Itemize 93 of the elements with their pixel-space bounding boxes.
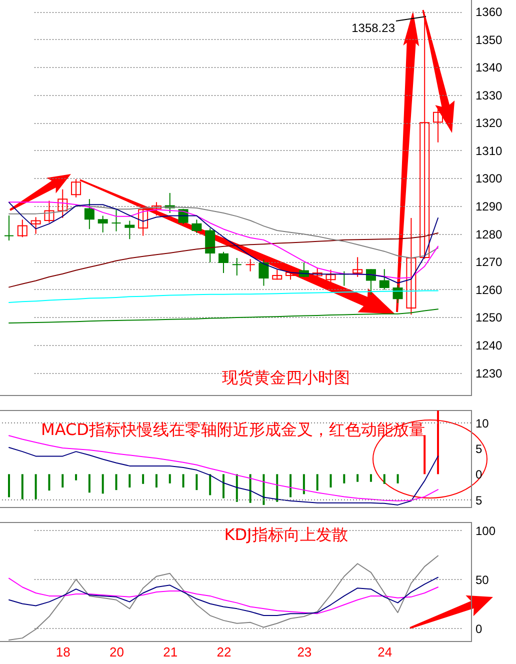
annotation: KDJ指标向上发散 <box>224 525 348 544</box>
line-series <box>8 308 438 324</box>
bar <box>276 474 278 502</box>
candlestick <box>205 228 216 263</box>
candlestick <box>392 284 403 304</box>
candlestick <box>4 214 14 241</box>
y-tick-label: 1300 <box>476 172 503 186</box>
bar <box>168 474 171 484</box>
candlestick <box>98 215 108 233</box>
bar <box>424 435 426 474</box>
candlestick <box>218 251 228 274</box>
candlestick <box>232 258 242 276</box>
candlestick <box>406 217 416 316</box>
bar <box>128 474 131 488</box>
candlestick <box>111 209 122 232</box>
bar <box>34 474 37 500</box>
bar <box>102 474 104 494</box>
y-tick-label: 5 <box>476 493 482 508</box>
bar <box>155 474 158 488</box>
candlestick <box>17 219 28 238</box>
annotation: 现货黄金四小时图 <box>222 368 350 387</box>
y-tick-label: 1260 <box>476 282 503 297</box>
bar <box>302 474 305 494</box>
y-tick-label: 1310 <box>476 144 503 158</box>
candlestick <box>366 268 376 296</box>
bar <box>437 410 439 474</box>
bar <box>249 474 252 503</box>
y-tick-label: 1350 <box>476 32 503 47</box>
y-tick-label: 1330 <box>476 88 503 102</box>
candlestick <box>379 268 390 290</box>
candlestick <box>258 259 269 286</box>
bar <box>182 474 184 488</box>
y-tick-label: 1280 <box>476 227 503 242</box>
bar <box>356 474 359 482</box>
x-tick-label: 21 <box>163 644 178 660</box>
bar <box>343 474 346 484</box>
x-tick-label: 23 <box>297 644 312 660</box>
x-tick-label: 20 <box>110 644 124 660</box>
bar <box>316 474 318 491</box>
candlestick <box>58 188 68 218</box>
y-tick-label: 5 <box>476 442 482 456</box>
bar <box>209 474 212 496</box>
bar <box>8 474 10 498</box>
bar <box>222 474 224 498</box>
y-tick-label: 1360 <box>476 5 503 20</box>
bar <box>396 474 399 484</box>
y-tick-label: 0 <box>476 622 482 636</box>
candlestick <box>84 198 94 230</box>
candlestick <box>44 200 54 224</box>
bar <box>370 474 372 482</box>
candlestick <box>352 256 363 278</box>
bar <box>330 474 332 488</box>
bar <box>88 474 90 493</box>
annotation: 1358.23 <box>352 21 396 35</box>
y-tick-label: 10 <box>476 416 490 430</box>
bar <box>290 474 292 498</box>
y-tick-label: 1240 <box>476 338 503 352</box>
x-tick-label: 22 <box>216 644 232 660</box>
x-tick-label: 24 <box>378 644 392 660</box>
candlestick <box>151 202 162 216</box>
candlestick <box>312 268 322 279</box>
annotation: MACD指标快慢线在零轴附近形成金叉，红色动能放量 <box>41 420 425 439</box>
bar <box>196 474 198 490</box>
y-tick-label: 50 <box>476 572 490 587</box>
bar <box>115 474 118 490</box>
candlestick <box>138 205 148 236</box>
bar <box>62 474 64 488</box>
candlestick <box>245 258 256 272</box>
y-tick-label: 1270 <box>476 255 503 270</box>
bar <box>75 474 78 480</box>
y-tick-label: 1320 <box>476 116 503 130</box>
line-series <box>8 446 438 506</box>
candlestick <box>272 269 282 280</box>
y-tick-label: 1250 <box>476 310 503 325</box>
bar <box>48 474 50 491</box>
y-tick-label: 1230 <box>476 366 503 380</box>
x-tick-label: 18 <box>56 644 70 660</box>
y-tick-label: 0 <box>476 468 482 482</box>
bar <box>142 474 144 484</box>
candlestick <box>30 216 41 234</box>
y-tick-label: 1340 <box>476 60 503 75</box>
y-tick-label: 100 <box>476 524 496 538</box>
bar <box>383 474 386 484</box>
candlestick <box>192 219 202 234</box>
y-tick-label: 1290 <box>476 200 503 214</box>
bar <box>236 474 238 502</box>
candlestick <box>326 269 336 284</box>
bar <box>21 474 24 500</box>
candlestick <box>71 178 82 198</box>
bar <box>262 474 265 505</box>
candlestick <box>433 108 443 143</box>
candlestick <box>124 220 135 240</box>
candlestick <box>420 16 430 260</box>
